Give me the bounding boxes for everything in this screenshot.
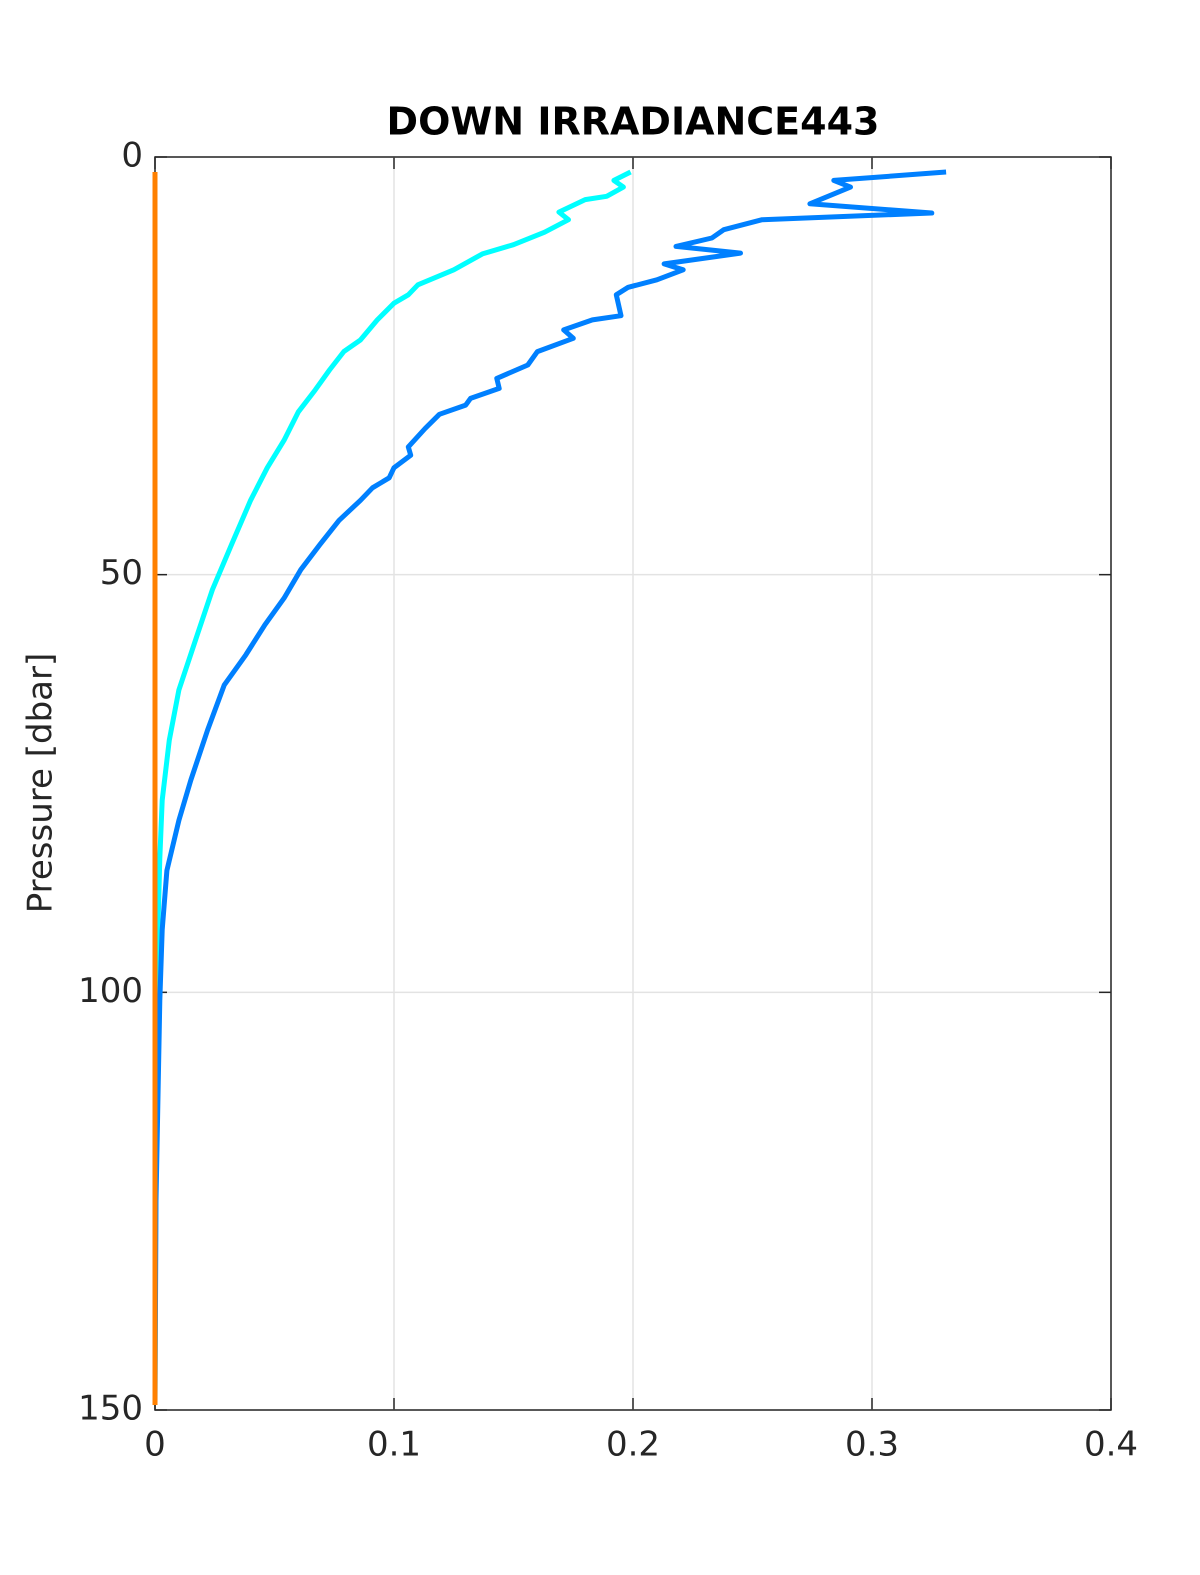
y-tick-label: 150 xyxy=(78,1389,143,1429)
x-tick-label: 0.4 xyxy=(1084,1425,1138,1465)
y-tick-label: 50 xyxy=(100,553,143,593)
series-line xyxy=(152,169,947,1406)
y-axis-label: Pressure [dbar] xyxy=(21,653,61,914)
y-tick-label: 100 xyxy=(78,971,143,1011)
chart-title: DOWN IRRADIANCE443 xyxy=(387,100,880,144)
x-tick-label: 0.1 xyxy=(367,1425,421,1465)
x-tick-label: 0 xyxy=(144,1425,166,1465)
y-tick-label: 0 xyxy=(121,136,143,176)
series-line xyxy=(152,169,632,1406)
x-tick-label: 0.2 xyxy=(606,1425,660,1465)
x-tick-label: 0.3 xyxy=(845,1425,899,1465)
